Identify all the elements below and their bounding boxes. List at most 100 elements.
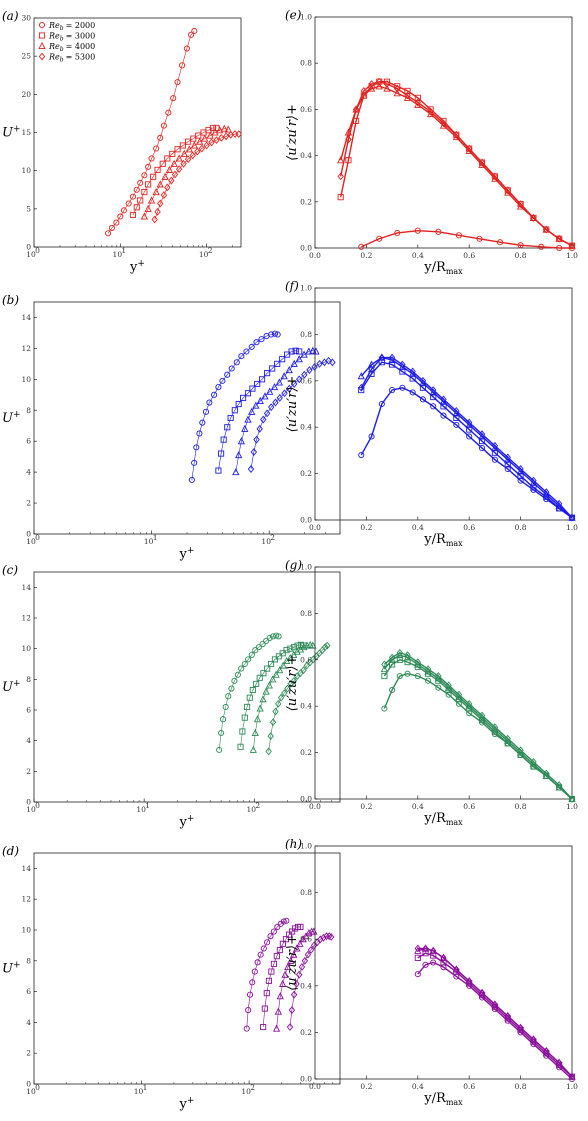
data-point: [191, 459, 198, 466]
data-point: [440, 959, 447, 966]
data-point: [309, 346, 317, 354]
data-point: [113, 219, 120, 226]
data-point: [300, 642, 307, 649]
data-point: [453, 407, 460, 415]
data-point: [267, 933, 274, 940]
data-point: [383, 84, 391, 92]
y-tick-label: 0.8: [300, 59, 312, 68]
data-point: [161, 172, 169, 180]
data-point: [556, 244, 563, 252]
data-point: [262, 687, 270, 695]
series-circle: [381, 670, 576, 803]
y-tick-label: 0.8: [300, 609, 312, 618]
data-point: [244, 415, 252, 423]
data-point: [196, 430, 203, 437]
y-tick-label: 2: [26, 767, 31, 776]
data-point: [435, 684, 442, 691]
data-point: [453, 965, 460, 974]
data-point: [290, 359, 298, 367]
plot-frame: [33, 852, 341, 1085]
data-point: [290, 644, 297, 651]
data-point: [220, 436, 227, 443]
data-point: [157, 199, 164, 208]
data-point: [440, 119, 447, 128]
legend-marker: [38, 21, 46, 29]
data-point: [419, 384, 426, 391]
x-tick-exponent: 1: [153, 533, 158, 542]
data-point: [427, 107, 434, 116]
data-point: [222, 132, 230, 141]
data-point: [251, 728, 259, 737]
data-point: [174, 79, 181, 86]
series-circle: [216, 632, 282, 753]
data-point: [275, 378, 283, 386]
data-point: [504, 186, 511, 195]
data-point: [263, 990, 270, 997]
data-point: [183, 45, 190, 52]
data-point: [430, 403, 437, 410]
data-point: [325, 932, 333, 941]
data-point: [248, 343, 255, 350]
data-point: [409, 389, 416, 396]
x-tick-label: 0.0: [309, 251, 321, 260]
data-point: [358, 383, 365, 392]
data-point: [270, 960, 277, 967]
data-point: [235, 451, 243, 459]
data-point: [261, 1005, 268, 1012]
data-point: [305, 347, 313, 355]
y-axis-label: U+: [2, 125, 21, 141]
data-point: [244, 703, 251, 710]
data-point: [287, 645, 294, 652]
data-point: [271, 656, 278, 663]
data-point: [504, 461, 511, 468]
y-tick-label: 0.0: [300, 244, 312, 253]
data-point: [404, 87, 411, 94]
data-point: [290, 990, 298, 999]
data-point: [491, 449, 498, 456]
x-tick-exponent: 2: [250, 1083, 255, 1092]
data-point: [389, 661, 396, 668]
data-point: [466, 144, 473, 153]
data-point: [193, 444, 200, 451]
series-line: [144, 128, 229, 217]
x-tick-label: 10: [113, 250, 123, 259]
legend-marker: [38, 52, 46, 61]
data-point: [264, 370, 271, 377]
data-point: [264, 665, 271, 672]
data-point: [284, 351, 291, 358]
y-tick-label: 0.0: [300, 516, 312, 525]
data-point: [292, 347, 299, 354]
data-point: [259, 641, 266, 648]
series-diamond: [381, 648, 576, 803]
data-point: [234, 671, 241, 678]
data-point: [165, 165, 174, 173]
y-tick-label: 0.4: [300, 151, 312, 160]
data-point: [216, 126, 224, 134]
x-tick-exponent: 1: [143, 1083, 148, 1092]
data-point: [191, 27, 198, 35]
x-tick-label: 0.4: [412, 1082, 424, 1091]
data-point: [248, 407, 256, 415]
x-tick-label: 0.0: [309, 523, 321, 532]
y-tick-label: 10: [21, 644, 31, 653]
data-point: [337, 194, 344, 201]
data-point: [530, 1035, 537, 1044]
data-point: [147, 196, 156, 204]
data-point: [399, 368, 406, 375]
data-point: [256, 424, 263, 433]
data-point: [568, 1072, 576, 1081]
data-point: [227, 414, 234, 422]
data-point: [185, 138, 192, 145]
x-tick-label: 10: [261, 537, 271, 546]
x-tick-label: 0.0: [309, 1082, 321, 1091]
data-point: [281, 970, 289, 978]
y-tick-label: 0.0: [300, 1075, 312, 1084]
data-point: [440, 395, 447, 404]
x-tick-label: 0.8: [515, 251, 527, 260]
series-triangle: [272, 927, 318, 1032]
data-point: [414, 227, 421, 234]
data-point: [239, 728, 246, 735]
data-point: [180, 149, 188, 157]
